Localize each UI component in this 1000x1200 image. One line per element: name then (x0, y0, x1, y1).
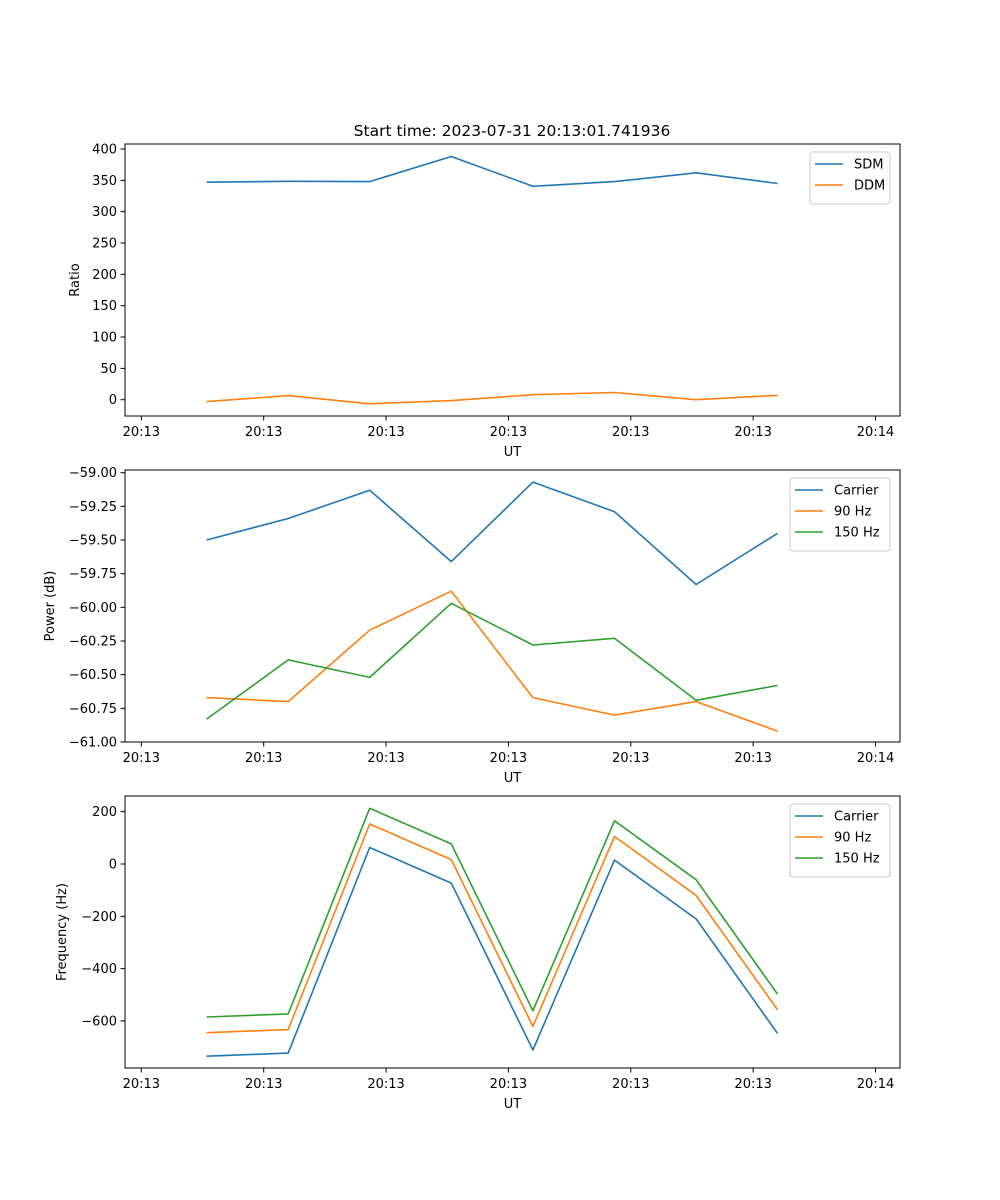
frequency-y-tick-label: −600 (81, 1014, 117, 1029)
frequency-legend: Carrier 90 Hz 150 Hz (789, 803, 891, 878)
power-series-150-hz-line (206, 602, 778, 720)
ratio-y-tick-label: 150 (92, 299, 117, 314)
frequency-y-tick-label: 200 (92, 805, 117, 820)
ratio-legend-label-ddm: DDM (854, 179, 885, 194)
frequency-legend-label-90-hz: 90 Hz (834, 831, 871, 846)
power-x-tick-label: 20:13 (123, 751, 160, 766)
ratio-y-tick-label: 100 (92, 331, 117, 346)
frequency-x-tick-label: 20:13 (612, 1077, 649, 1092)
power-x-axis-label: UT (504, 771, 522, 786)
power-legend-label-150-hz: 150 Hz (834, 526, 880, 541)
power-y-tick-label: −59.25 (69, 500, 117, 515)
frequency-x-axis-label: UT (504, 1097, 522, 1112)
ratio-x-tick-label: 20:13 (367, 425, 404, 440)
power-y-tick-label: −59.75 (69, 567, 117, 582)
ratio-x-tick-label: 20:13 (612, 425, 649, 440)
frequency-x-tick-label: 20:14 (857, 1077, 894, 1092)
ratio-y-tick-label: 50 (100, 362, 117, 377)
frequency-panel: 20:13 20:13 20:13 20:13 20:13 20:13 20:14 −600 −… (55, 795, 901, 1112)
power-y-tick-label: −59.00 (69, 466, 117, 481)
ratio-y-tick-label: 0 (109, 393, 117, 408)
frequency-series-90-hz-line (206, 823, 779, 1034)
ratio-series-sdm-line (206, 155, 778, 188)
power-y-tick-label: −60.50 (69, 668, 117, 683)
ratio-panel: 20:13 20:13 20:13 20:13 20:13 20:13 20:14 0 50 10… (68, 143, 901, 460)
ratio-series-ddm-line (206, 391, 778, 405)
power-legend: Carrier 90 Hz 150 Hz (789, 477, 891, 552)
power-legend-label-90-hz: 90 Hz (834, 505, 871, 520)
ratio-y-tick-label: 350 (92, 174, 117, 189)
frequency-x-tick-label: 20:13 (245, 1077, 282, 1092)
power-x-tick-label: 20:13 (612, 751, 649, 766)
ratio-y-tick-label: 400 (92, 143, 117, 158)
power-x-tick-label: 20:14 (857, 751, 894, 766)
ratio-y-tick-label: 300 (92, 205, 117, 220)
ratio-legend-box (809, 151, 891, 205)
frequency-axes-frame (124, 795, 901, 1069)
ratio-x-tick-label: 20:13 (123, 425, 160, 440)
frequency-y-tick-label: −200 (81, 910, 117, 925)
power-y-axis-label: Power (dB) (43, 571, 58, 642)
ratio-y-tick-label: 200 (92, 268, 117, 283)
power-panel: 20:13 20:13 20:13 20:13 20:13 20:13 20:14 −61.0… (43, 466, 901, 786)
power-y-tick-label: −60.00 (69, 601, 117, 616)
ratio-axes-frame (124, 143, 901, 417)
ratio-x-tick-label: 20:13 (734, 425, 771, 440)
ratio-x-tick-label: 20:14 (857, 425, 894, 440)
ratio-x-axis-label: UT (504, 445, 522, 460)
power-series-90-hz-line (206, 590, 778, 732)
ratio-legend: SDM DDM (809, 151, 891, 205)
frequency-y-tick-label: 0 (109, 858, 117, 873)
frequency-legend-label-150-hz: 150 Hz (834, 852, 880, 867)
power-y-tick-label: −59.50 (69, 534, 117, 549)
power-x-tick-label: 20:13 (367, 751, 404, 766)
frequency-legend-label-carrier: Carrier (834, 810, 879, 825)
frequency-x-tick-label: 20:13 (123, 1077, 160, 1092)
ratio-y-tick-label: 250 (92, 237, 117, 252)
ratio-y-axis-label: Ratio (68, 263, 83, 296)
power-y-tick-label: −60.25 (69, 635, 117, 650)
ratio-legend-label-sdm: SDM (854, 158, 883, 173)
frequency-y-tick-label: −400 (81, 962, 117, 977)
frequency-x-tick-label: 20:13 (490, 1077, 527, 1092)
power-y-tick-label: −60.75 (69, 702, 117, 717)
ratio-x-tick-label: 20:13 (490, 425, 527, 440)
frequency-series-carrier-line (206, 846, 779, 1057)
frequency-x-tick-label: 20:13 (367, 1077, 404, 1092)
power-x-tick-label: 20:13 (734, 751, 771, 766)
frequency-series-150-hz-line (206, 807, 779, 1018)
power-legend-label-carrier: Carrier (834, 484, 879, 499)
power-x-tick-label: 20:13 (245, 751, 282, 766)
power-series-carrier-line (206, 481, 779, 586)
ratio-x-tick-label: 20:13 (245, 425, 282, 440)
figure-title: Start time: 2023-07-31 20:13:01.741936 (354, 122, 671, 140)
power-x-tick-label: 20:13 (490, 751, 527, 766)
frequency-x-tick-label: 20:13 (734, 1077, 771, 1092)
power-axes-frame (124, 469, 901, 743)
power-y-tick-label: −61.00 (69, 736, 117, 751)
frequency-y-axis-label: Frequency (Hz) (55, 883, 70, 981)
